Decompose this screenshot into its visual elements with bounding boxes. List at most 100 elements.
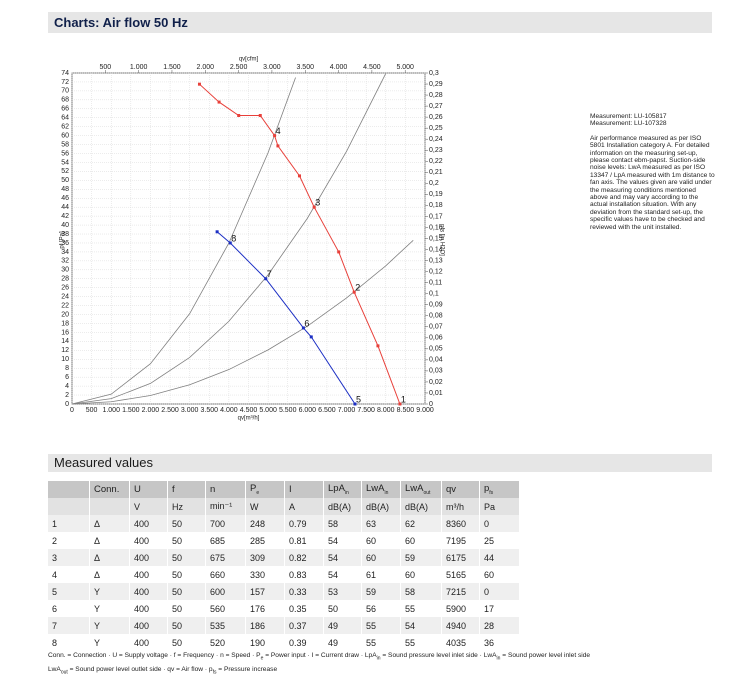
unit-cell: m³/h (441, 498, 480, 515)
y-tick-label: 34 (61, 249, 69, 256)
x-tick-label: 9.000 (416, 407, 434, 414)
y-tick-label: 74 (61, 70, 69, 77)
curve (71, 77, 296, 405)
y2-tick-label: 0,27 (429, 103, 443, 110)
y2-tick-label: 0,12 (429, 268, 443, 275)
unit-cell: Hz (167, 498, 206, 515)
operating-point-label: 3 (315, 198, 320, 208)
footnote-text: = Pressure increase (216, 666, 278, 674)
y2-tick-label: 0,07 (429, 324, 443, 331)
table-cell: 49 (323, 634, 362, 651)
table-cell: 49 (323, 617, 362, 634)
y-tick-label: 72 (61, 79, 69, 86)
table-cell: 0.39 (284, 634, 324, 651)
table-cell: 54 (400, 617, 442, 634)
section-title: Charts: Air flow 50 Hz (48, 12, 712, 33)
table-cell: 0 (479, 515, 520, 532)
y-tick-label: 6 (65, 374, 69, 381)
table-cell: 50 (167, 634, 206, 651)
y2-tick-label: 0,04 (429, 357, 443, 364)
table-cell: 685 (205, 532, 246, 549)
table-cell: 400 (129, 566, 168, 583)
y-tick-label: 56 (61, 150, 69, 157)
y2-tick-label: 0,15 (429, 235, 443, 242)
unit-cell: A (284, 498, 324, 515)
y-tick-label: 64 (61, 115, 69, 122)
table-cell: 60 (400, 532, 442, 549)
y-axis-label: pf [Pa] (60, 231, 66, 249)
y2-tick-label: 0,18 (429, 202, 443, 209)
x-tick-label: 7.500 (357, 407, 375, 414)
table-cell: 7195 (441, 532, 480, 549)
point-marker (273, 134, 277, 138)
x2-axis-label: qv[cfm] (239, 57, 259, 63)
footnote-text: e (260, 655, 264, 662)
x-tick-label: 8.000 (377, 407, 395, 414)
y2-tick-label: 0,3 (429, 70, 439, 77)
table-cell: 61 (361, 566, 401, 583)
header-text: fs (489, 489, 494, 496)
x2-tick-label: 5.000 (396, 64, 414, 71)
header-text: n (210, 484, 216, 495)
table-cell: 400 (129, 515, 168, 532)
x-tick-label: 3.000 (181, 407, 199, 414)
y2-tick-label: 0,14 (429, 246, 443, 253)
y2-tick-label: 0,02 (429, 379, 443, 386)
y-tick-label: 12 (61, 347, 69, 354)
table-cell: 50 (167, 549, 206, 566)
header-cell: LpAin (323, 481, 362, 498)
y2-tick-label: 0,09 (429, 302, 443, 309)
table-cell: 50 (167, 566, 206, 583)
y2-tick-label: 0,19 (429, 191, 443, 198)
table-cell: 8 (48, 634, 90, 651)
y-tick-label: 10 (61, 356, 69, 363)
y2-tick-label: 0,05 (429, 346, 443, 353)
table-cell: 0.35 (284, 600, 324, 617)
table-cell: 520 (205, 634, 246, 651)
header-text: LwA (366, 483, 385, 495)
footnote-text: = Power input · I = Current draw · LpA (263, 652, 377, 659)
y-tick-label: 18 (61, 320, 69, 327)
y-tick-label: 70 (61, 88, 69, 95)
table-cell: 400 (129, 583, 168, 600)
header-cell: pfs (479, 481, 520, 498)
y2-tick-label: 0,29 (429, 81, 443, 88)
y-tick-label: 50 (61, 177, 69, 184)
x2-tick-label: 2.500 (230, 64, 248, 71)
table-cell: 4035 (441, 634, 480, 651)
header-text: P (250, 483, 257, 495)
x-tick-label: 2.000 (142, 407, 160, 414)
table-cell: 54 (323, 566, 362, 583)
header-cell: LwAin (361, 481, 401, 498)
table-cell: 0.83 (284, 566, 324, 583)
table-cell: 44 (479, 549, 520, 566)
table-cell: 6175 (441, 549, 480, 566)
header-text: U (134, 484, 141, 495)
table-cell: 50 (167, 515, 206, 532)
table-cell: 0.37 (284, 617, 324, 634)
unit-cell: dB(A) (323, 498, 362, 515)
y-tick-label: 66 (61, 106, 69, 113)
x-tick-label: 1.500 (122, 407, 140, 414)
note: Measurement: LU-107328 (590, 120, 667, 128)
point-marker (237, 113, 241, 117)
table-cell: 60 (361, 532, 401, 549)
y2-tick-label: 0,2 (429, 180, 439, 187)
point-marker (215, 230, 219, 234)
header-text: in (344, 489, 349, 496)
table-cell: 28 (479, 617, 520, 634)
x-tick-label: 2.500 (161, 407, 179, 414)
footnote-text: out (60, 669, 68, 676)
header-text: LpA (328, 483, 345, 495)
y-tick-label: 44 (61, 204, 69, 211)
table-cell: 0.79 (284, 515, 324, 532)
y-tick-label: 14 (61, 338, 69, 345)
table-cell: 400 (129, 532, 168, 549)
table-cell: 56 (361, 600, 401, 617)
table-cell: 4 (48, 566, 90, 583)
table-row: 2 Δ 400 50 685 285 0.81 54 60 60 7195 25 (48, 532, 520, 549)
y2-axis-label: pfs [in H2O] (438, 224, 444, 256)
y-tick-label: 30 (61, 267, 69, 274)
